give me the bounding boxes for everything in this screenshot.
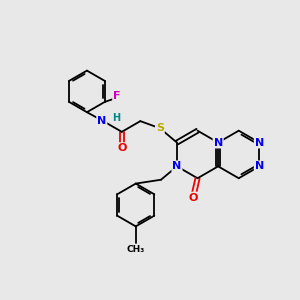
Text: N: N [172,161,182,171]
Text: O: O [117,143,127,153]
Text: CH₃: CH₃ [127,245,145,254]
Text: S: S [156,123,164,133]
Text: O: O [188,193,198,202]
Text: F: F [113,91,121,101]
Text: N: N [214,138,223,148]
Text: N: N [97,116,106,126]
Text: H: H [112,112,120,123]
Text: N: N [255,138,264,148]
Text: N: N [255,161,264,171]
